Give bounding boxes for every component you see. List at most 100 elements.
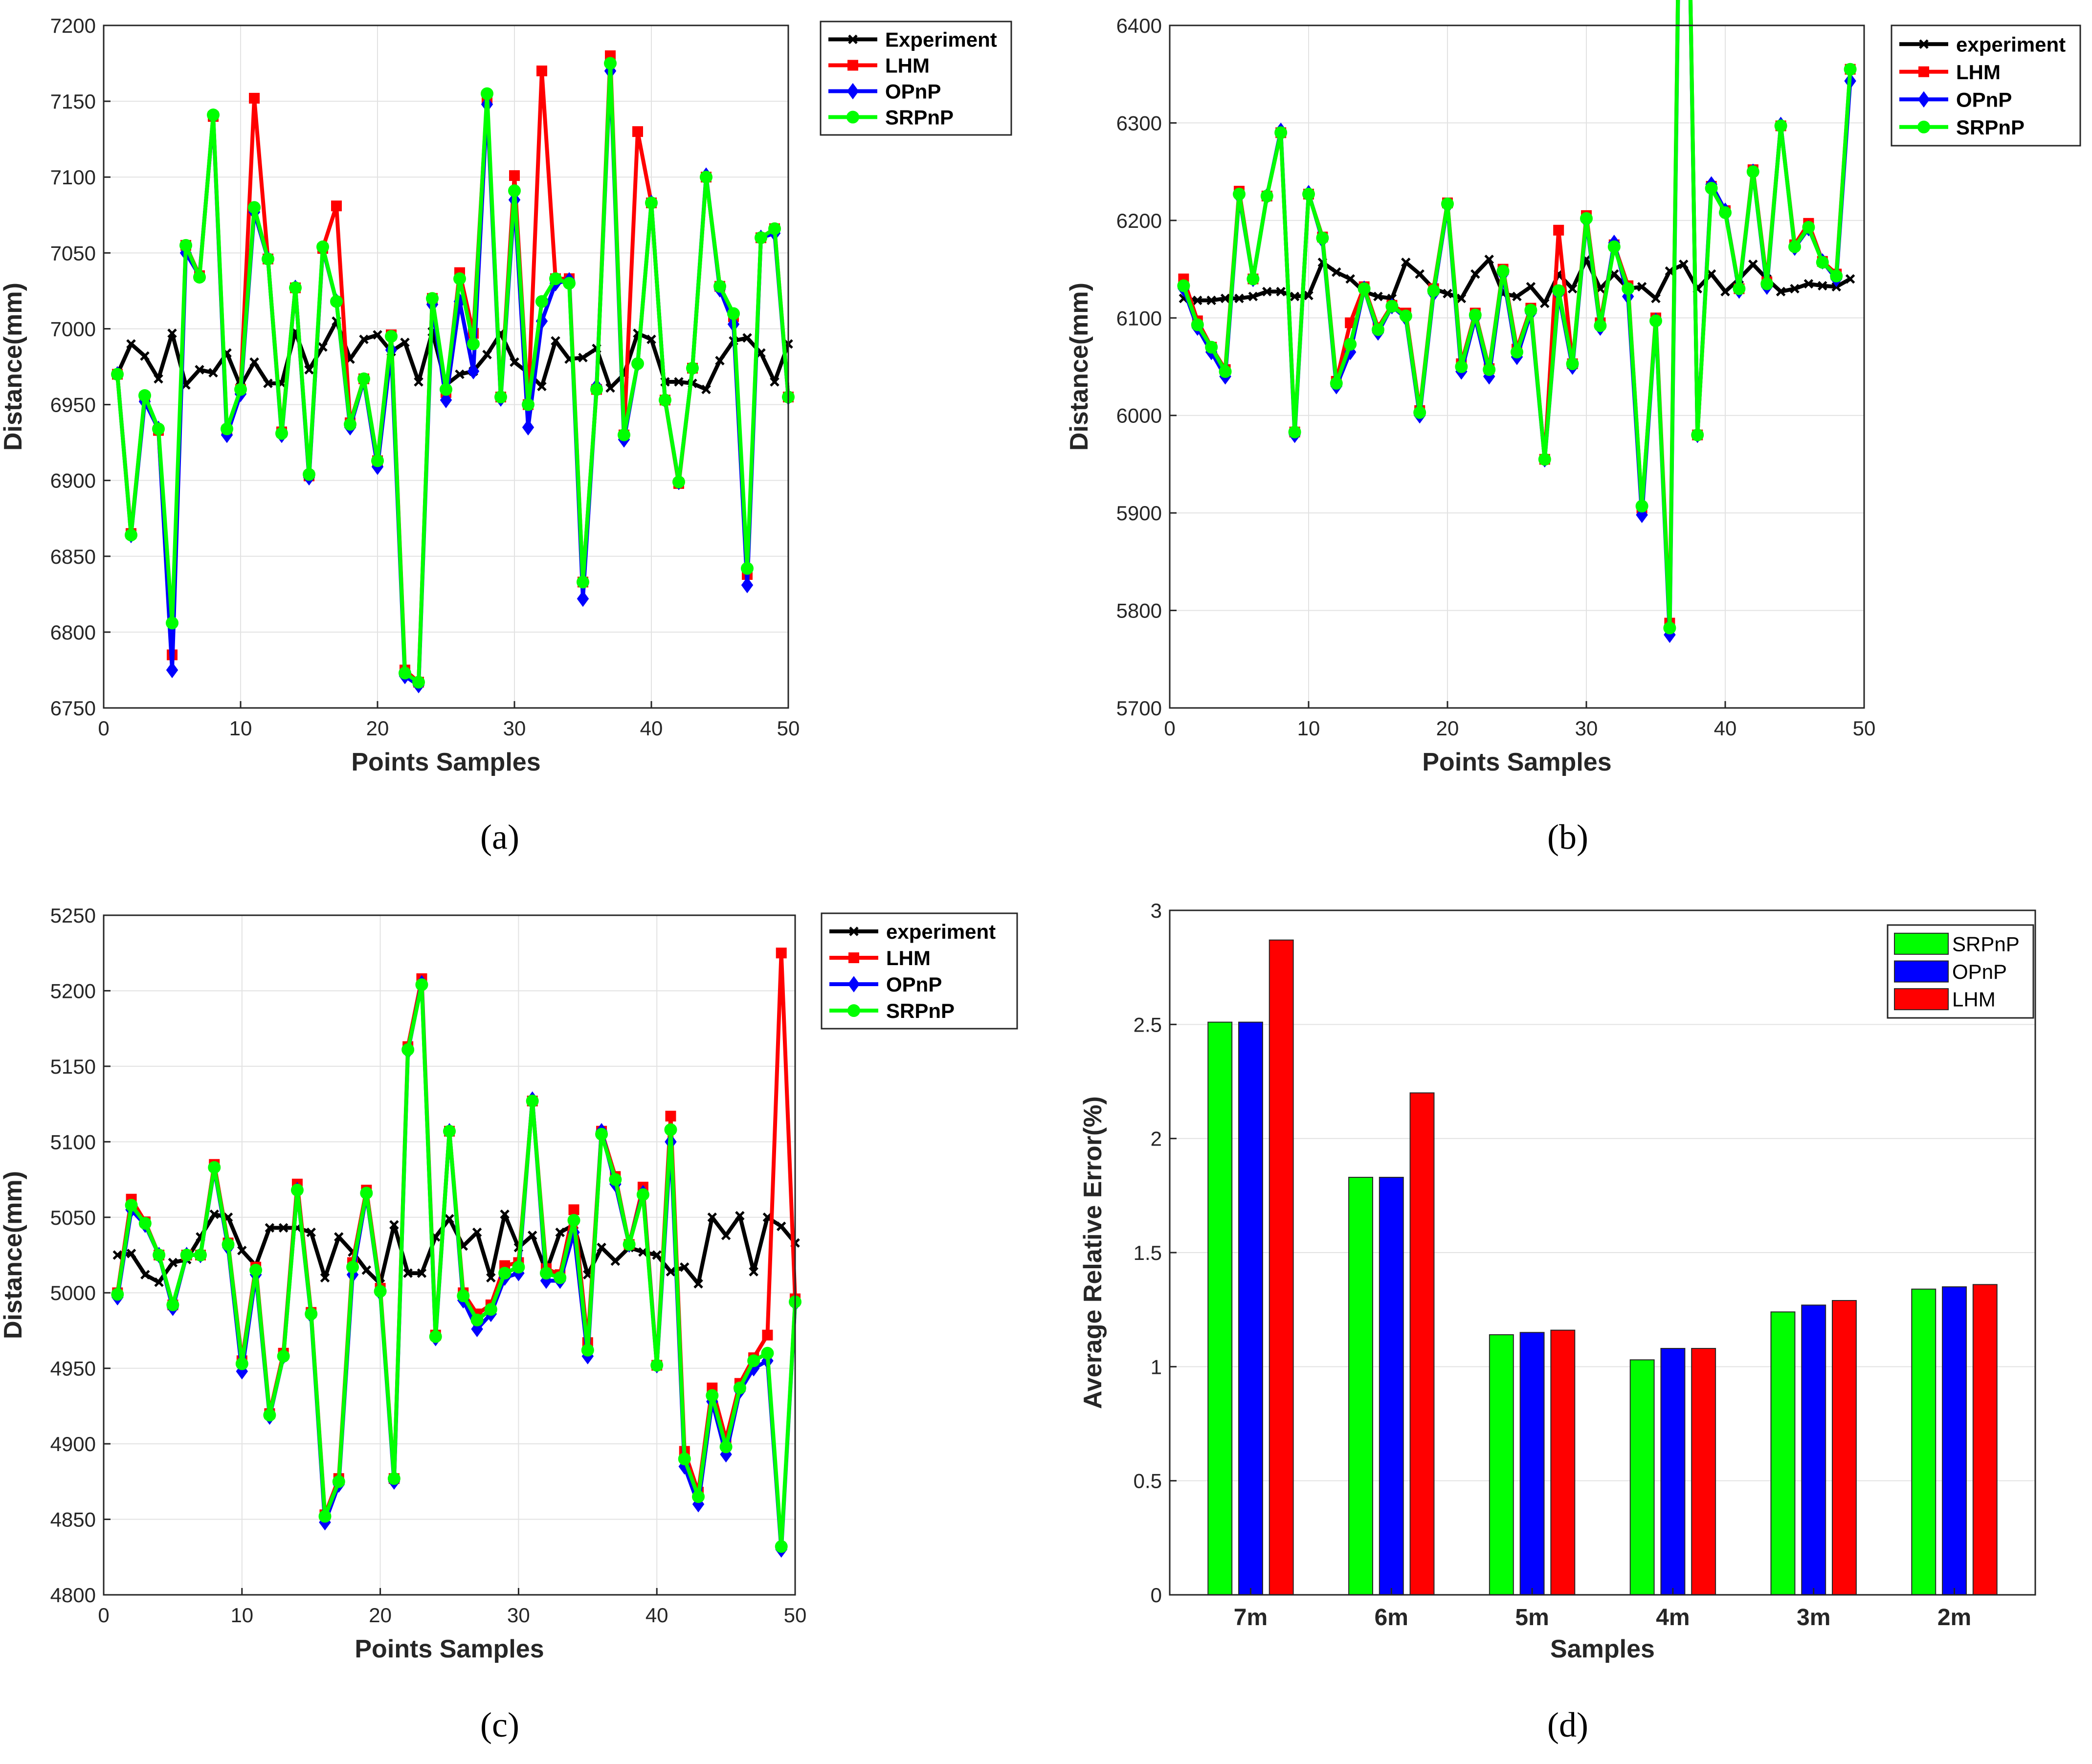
data-point (1234, 293, 1244, 304)
data-point (1274, 126, 1288, 139)
data-point (672, 475, 685, 488)
data-point (277, 1349, 290, 1363)
data-point (549, 272, 562, 286)
data-point (249, 1263, 263, 1277)
data-point (1607, 240, 1621, 253)
legend-swatch (1894, 988, 1949, 1011)
data-point (1720, 287, 1730, 297)
data-point (1385, 300, 1399, 313)
x-tick-label: 30 (1575, 717, 1598, 740)
data-point (125, 529, 137, 542)
data-point (154, 374, 163, 384)
x-tick-label: 10 (230, 1604, 253, 1627)
data-point (1248, 291, 1258, 302)
series-markers-srpnp (1177, 63, 1857, 635)
data-point (1316, 231, 1329, 244)
data-point (429, 1330, 442, 1343)
x-tick-label: 5m (1515, 1605, 1549, 1631)
data-point (453, 272, 466, 286)
data-point (359, 334, 369, 344)
data-point (590, 383, 603, 396)
data-point (262, 252, 274, 265)
data-point (138, 389, 151, 402)
bar-srpnp-4m (1629, 1359, 1655, 1595)
bar-opnp-4m (1660, 1348, 1686, 1595)
data-point (597, 1242, 606, 1253)
data-point (1401, 257, 1411, 267)
data-point (303, 468, 315, 481)
legend: experiment LHM OPnP SRPnP (1891, 24, 2081, 147)
data-point (623, 1238, 636, 1251)
data-point (674, 377, 684, 387)
data-point (1512, 291, 1522, 302)
data-point (678, 1453, 691, 1465)
plot-area (1170, 25, 1864, 708)
data-point (1733, 282, 1746, 295)
data-point (1790, 284, 1800, 294)
data-point (665, 1110, 676, 1122)
x-tick-label: 40 (1714, 717, 1737, 740)
bar-srpnp-6m (1348, 1177, 1374, 1595)
data-point (1456, 293, 1467, 304)
legend-label: experiment (1956, 33, 2066, 56)
data-point (761, 1346, 774, 1360)
data-point (1455, 360, 1468, 373)
data-point (140, 351, 150, 361)
data-point (721, 1231, 731, 1240)
legend-item: OPnP (828, 80, 941, 103)
data-point (1538, 453, 1551, 466)
legend-item: OPnP (1899, 88, 2012, 111)
data-point (1802, 220, 1815, 234)
legend-swatch (1894, 932, 1949, 955)
data-point (498, 1267, 512, 1280)
data-point (755, 231, 767, 244)
legend-marker (847, 1004, 860, 1017)
y-tick-label: 5700 (1116, 697, 1162, 720)
y-tick-label: 5150 (50, 1055, 96, 1078)
data-point (180, 1249, 193, 1261)
data-point (508, 184, 521, 198)
data-point (467, 363, 480, 379)
legend-label: Experiment (885, 28, 997, 51)
y-tick-label: 5100 (50, 1130, 96, 1153)
legend-item: Experiment (828, 28, 997, 51)
data-point (1524, 304, 1537, 317)
data-point (1788, 240, 1801, 253)
data-point (719, 1440, 733, 1454)
legend-marker (1919, 39, 1929, 49)
y-tick-labels: 5700 5800 5900 6000 6100 6200 6300 6400 (1116, 14, 1177, 720)
data-point (263, 378, 273, 388)
data-point (1304, 290, 1313, 301)
data-point (664, 1123, 677, 1136)
x-tick-label: 40 (645, 1604, 668, 1627)
data-point (707, 1213, 717, 1222)
y-tick-label: 4900 (50, 1433, 96, 1455)
legend-marker (846, 110, 859, 124)
x-tick-labels: 0 10 20 30 40 50 (98, 1588, 806, 1627)
bar-opnp-7m (1238, 1021, 1263, 1596)
y-tick-labels: 6750 6800 6850 6900 6950 7000 7050 7100 7150 7200 (50, 14, 111, 720)
x-tick-label: 0 (98, 1604, 109, 1627)
data-point (693, 1279, 703, 1289)
data-point (1345, 274, 1355, 284)
bars (1207, 939, 1998, 1596)
x-tick-label: 20 (366, 717, 389, 740)
data-point (126, 339, 136, 349)
data-point (1511, 346, 1523, 359)
data-point (645, 196, 658, 209)
data-point (1845, 274, 1855, 284)
x-tick-label: 4m (1656, 1605, 1690, 1631)
data-point (138, 1217, 152, 1230)
y-tick-label: 5900 (1116, 502, 1162, 525)
y-tick-label: 6000 (1116, 404, 1162, 427)
data-point (618, 428, 630, 441)
data-point (320, 1273, 330, 1283)
data-point (248, 201, 261, 214)
legend-label: LHM (1956, 61, 2001, 84)
y-axis-label: Average Relative Error(%) (1079, 1096, 1107, 1409)
data-point (636, 1188, 649, 1201)
data-point (536, 66, 547, 77)
x-tick-label: 10 (1297, 717, 1320, 740)
data-point (610, 1256, 621, 1266)
data-point (234, 383, 247, 396)
